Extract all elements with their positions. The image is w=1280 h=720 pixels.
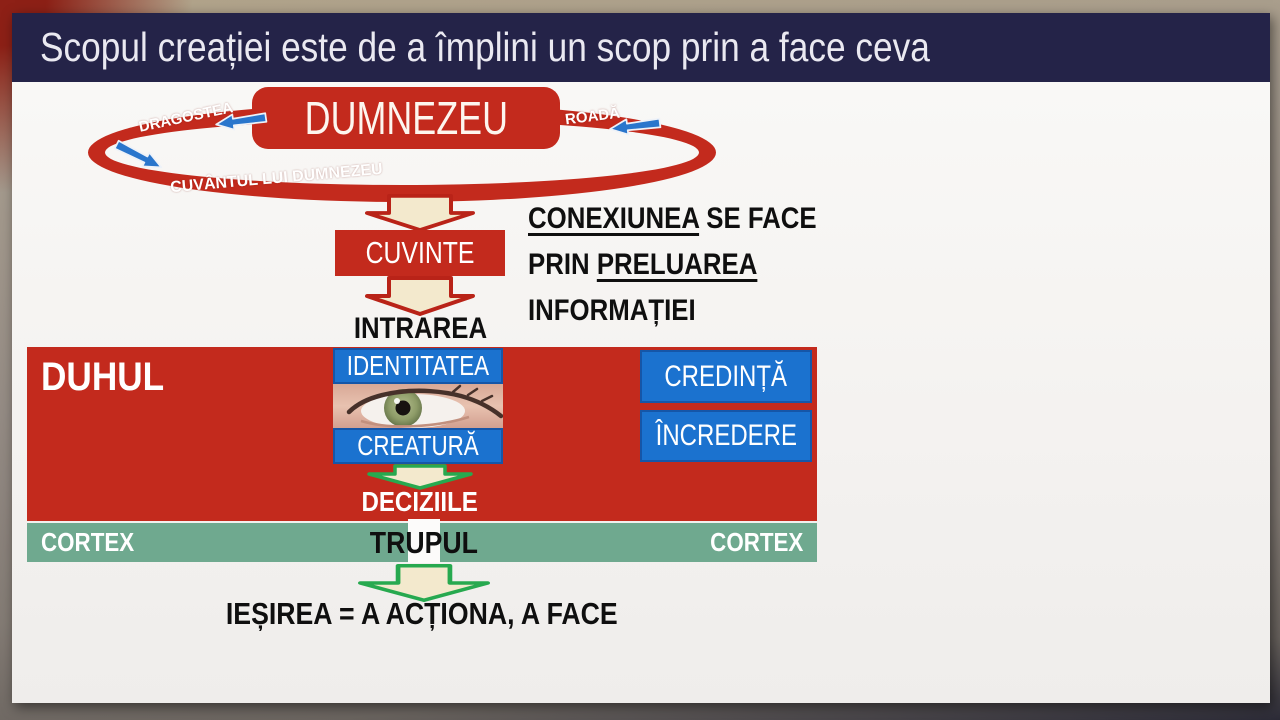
presentation-slide: Scopul creației este de a împlini un sco… bbox=[12, 13, 1270, 703]
cuvinte-label: CUVINTE bbox=[365, 235, 475, 270]
deciziile-label: DECIZIILE bbox=[361, 486, 479, 517]
green-down-arrow-icon bbox=[367, 464, 473, 490]
red-down-arrow-icon bbox=[365, 276, 475, 316]
identitatea-box: IDENTITATEA bbox=[333, 348, 503, 384]
diagram-canvas: DUMNEZEU DRAGOSTEA ROADĂ CUVÂNTUL LUI DU… bbox=[12, 82, 1270, 703]
credinta-label: CREDINȚĂ bbox=[664, 359, 788, 393]
incredere-box: ÎNCREDERE bbox=[640, 410, 812, 462]
credinta-box: CREDINȚĂ bbox=[640, 350, 812, 403]
deciziile-wrap: DECIZIILE bbox=[320, 486, 520, 518]
page-title: Scopul creației este de a împlini un sco… bbox=[40, 24, 930, 70]
green-down-arrow-icon bbox=[358, 564, 490, 602]
duhul-label: DUHUL bbox=[41, 355, 165, 399]
intrarea-wrap: INTRAREA bbox=[320, 312, 520, 346]
connection-note-line2: PRIN PRELUAREA bbox=[528, 248, 758, 281]
red-down-arrow-icon bbox=[365, 194, 475, 232]
identitatea-label: IDENTITATEA bbox=[346, 350, 490, 381]
creatura-box: CREATURĂ bbox=[333, 428, 503, 464]
intrarea-label: INTRAREA bbox=[353, 312, 487, 345]
connection-note: CONEXIUNEA SE FACE PRIN PRELUAREA INFORM… bbox=[528, 196, 817, 334]
trupul-strip bbox=[408, 519, 440, 563]
blue-diagonal-arrow-icon bbox=[113, 139, 163, 169]
cortex-left-label: CORTEX bbox=[41, 527, 135, 557]
incredere-label: ÎNCREDERE bbox=[655, 419, 797, 452]
blue-left-arrow-icon bbox=[609, 117, 662, 136]
iesirea-label: IEȘIREA = A ACȚIONA, A FACE bbox=[226, 596, 618, 631]
title-bar: Scopul creației este de a împlini un sco… bbox=[12, 13, 1270, 82]
dumnezeu-label: DUMNEZEU bbox=[304, 92, 508, 144]
connection-note-line1: CONEXIUNEA SE FACE bbox=[528, 202, 817, 235]
creatura-label: CREATURĂ bbox=[357, 430, 479, 461]
eye-photo bbox=[333, 384, 503, 428]
trupul-label: TRUPUL bbox=[369, 525, 479, 560]
iesirea-wrap: IEȘIREA = A ACȚIONA, A FACE bbox=[122, 596, 722, 632]
connection-note-line3: INFORMAȚIEI bbox=[528, 294, 696, 327]
dumnezeu-box: DUMNEZEU bbox=[252, 87, 560, 149]
blue-left-arrow-icon bbox=[215, 112, 268, 131]
trupul-wrap: TRUPUL bbox=[324, 523, 524, 562]
cuvinte-box: CUVINTE bbox=[335, 230, 505, 276]
cortex-right-label: CORTEX bbox=[709, 527, 803, 557]
